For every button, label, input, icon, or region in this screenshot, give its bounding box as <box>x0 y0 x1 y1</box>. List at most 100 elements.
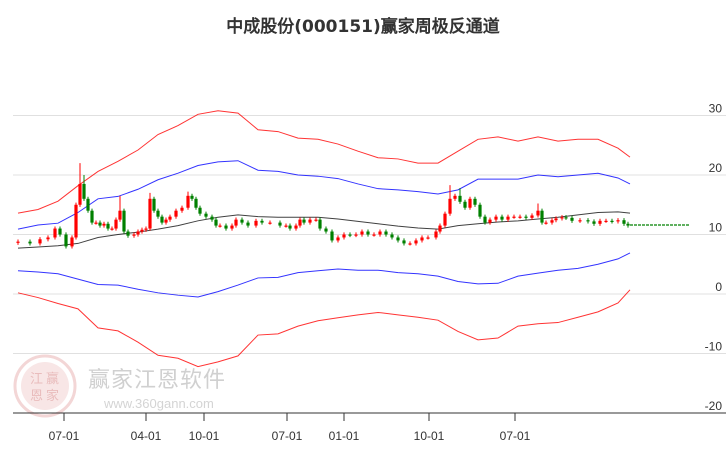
candle-body <box>82 183 86 199</box>
candle-body <box>622 220 626 224</box>
seal-char: 赢 <box>46 371 59 387</box>
candle <box>458 188 462 204</box>
candle <box>564 215 568 220</box>
candle <box>384 229 388 237</box>
candle <box>82 175 86 201</box>
candle-body <box>384 231 388 235</box>
candle-body <box>604 220 608 223</box>
candle <box>70 235 74 249</box>
x-tick-label: 01-01 <box>329 429 360 443</box>
series-upper-inner <box>17 160 631 230</box>
candle-body <box>78 183 82 205</box>
candle <box>586 218 590 224</box>
candle-body <box>500 216 504 220</box>
seal-char: 家 <box>46 388 59 404</box>
candle-body <box>164 219 168 223</box>
candle-body <box>114 219 118 229</box>
x-tick-label: 04-01 <box>131 429 162 443</box>
candle-body <box>570 217 574 221</box>
candle-body <box>284 225 288 227</box>
candle-body <box>506 216 510 220</box>
x-tick-label: 07-01 <box>272 429 303 443</box>
candle-body <box>214 219 218 226</box>
candle <box>278 220 282 228</box>
candle <box>570 215 574 223</box>
candle-body <box>458 195 462 202</box>
candle <box>468 196 472 210</box>
candle-body <box>518 216 522 218</box>
candle-body <box>94 222 98 224</box>
candle <box>114 217 118 231</box>
candle <box>372 232 376 237</box>
candle <box>210 214 214 222</box>
candle <box>94 220 98 225</box>
candle <box>488 217 492 225</box>
chart-title: 中成股份(000151)赢家周极反通道 <box>226 17 500 37</box>
candle-body <box>98 222 102 226</box>
candle <box>560 215 564 221</box>
candle-body <box>592 221 596 224</box>
candle-body <box>186 195 190 208</box>
candle <box>160 214 164 225</box>
candle-body <box>132 234 136 236</box>
candle <box>148 192 152 231</box>
candle-body <box>190 195 194 199</box>
candle <box>408 241 412 246</box>
candle <box>390 232 394 240</box>
candle <box>318 217 322 231</box>
candle <box>478 202 482 219</box>
candle-body <box>148 198 152 229</box>
candle-body <box>70 237 74 247</box>
candle-body <box>240 219 244 223</box>
candle-body <box>194 198 198 208</box>
candle <box>330 229 334 243</box>
candle <box>234 217 238 228</box>
candle <box>302 217 306 225</box>
candle-body <box>512 216 516 218</box>
x-tick-label: 07-01 <box>49 429 80 443</box>
candle-body <box>38 239 42 244</box>
candle <box>144 226 148 232</box>
candle-body <box>180 207 184 211</box>
candle-body <box>360 231 364 235</box>
candle <box>550 218 554 225</box>
candle-body <box>598 220 602 224</box>
candle <box>540 208 544 225</box>
candle <box>194 196 198 210</box>
series-upper-outer <box>17 110 631 214</box>
candle <box>448 185 452 216</box>
series-middle <box>17 211 631 249</box>
x-tick-label: 07-01 <box>500 429 531 443</box>
candle <box>512 214 516 219</box>
candle-body <box>318 219 322 229</box>
candle <box>284 223 288 228</box>
candle <box>240 217 244 225</box>
candle <box>360 229 364 237</box>
candle-body <box>494 216 498 220</box>
candle-body <box>110 228 114 230</box>
candle <box>136 229 140 237</box>
candle-body <box>390 234 394 238</box>
candle <box>420 235 424 243</box>
candle <box>378 229 382 237</box>
candle <box>190 193 194 201</box>
candle-body <box>560 217 564 219</box>
candle-body <box>443 213 447 226</box>
candle-body <box>336 237 340 241</box>
candle-body <box>174 210 178 217</box>
candle-body <box>106 223 110 229</box>
candle <box>168 214 172 222</box>
candle-body <box>246 222 250 226</box>
candle-body <box>198 207 202 214</box>
candle-body <box>610 220 614 223</box>
candle <box>438 223 442 234</box>
seal-char: 恩 <box>30 389 43 404</box>
candle <box>122 208 126 234</box>
candle-body <box>140 229 144 232</box>
watermark-brand: 赢家江恩软件 <box>88 368 227 393</box>
candle-body <box>448 198 452 214</box>
candle-body <box>118 210 122 220</box>
candle-body <box>210 216 214 220</box>
candle <box>260 218 264 225</box>
